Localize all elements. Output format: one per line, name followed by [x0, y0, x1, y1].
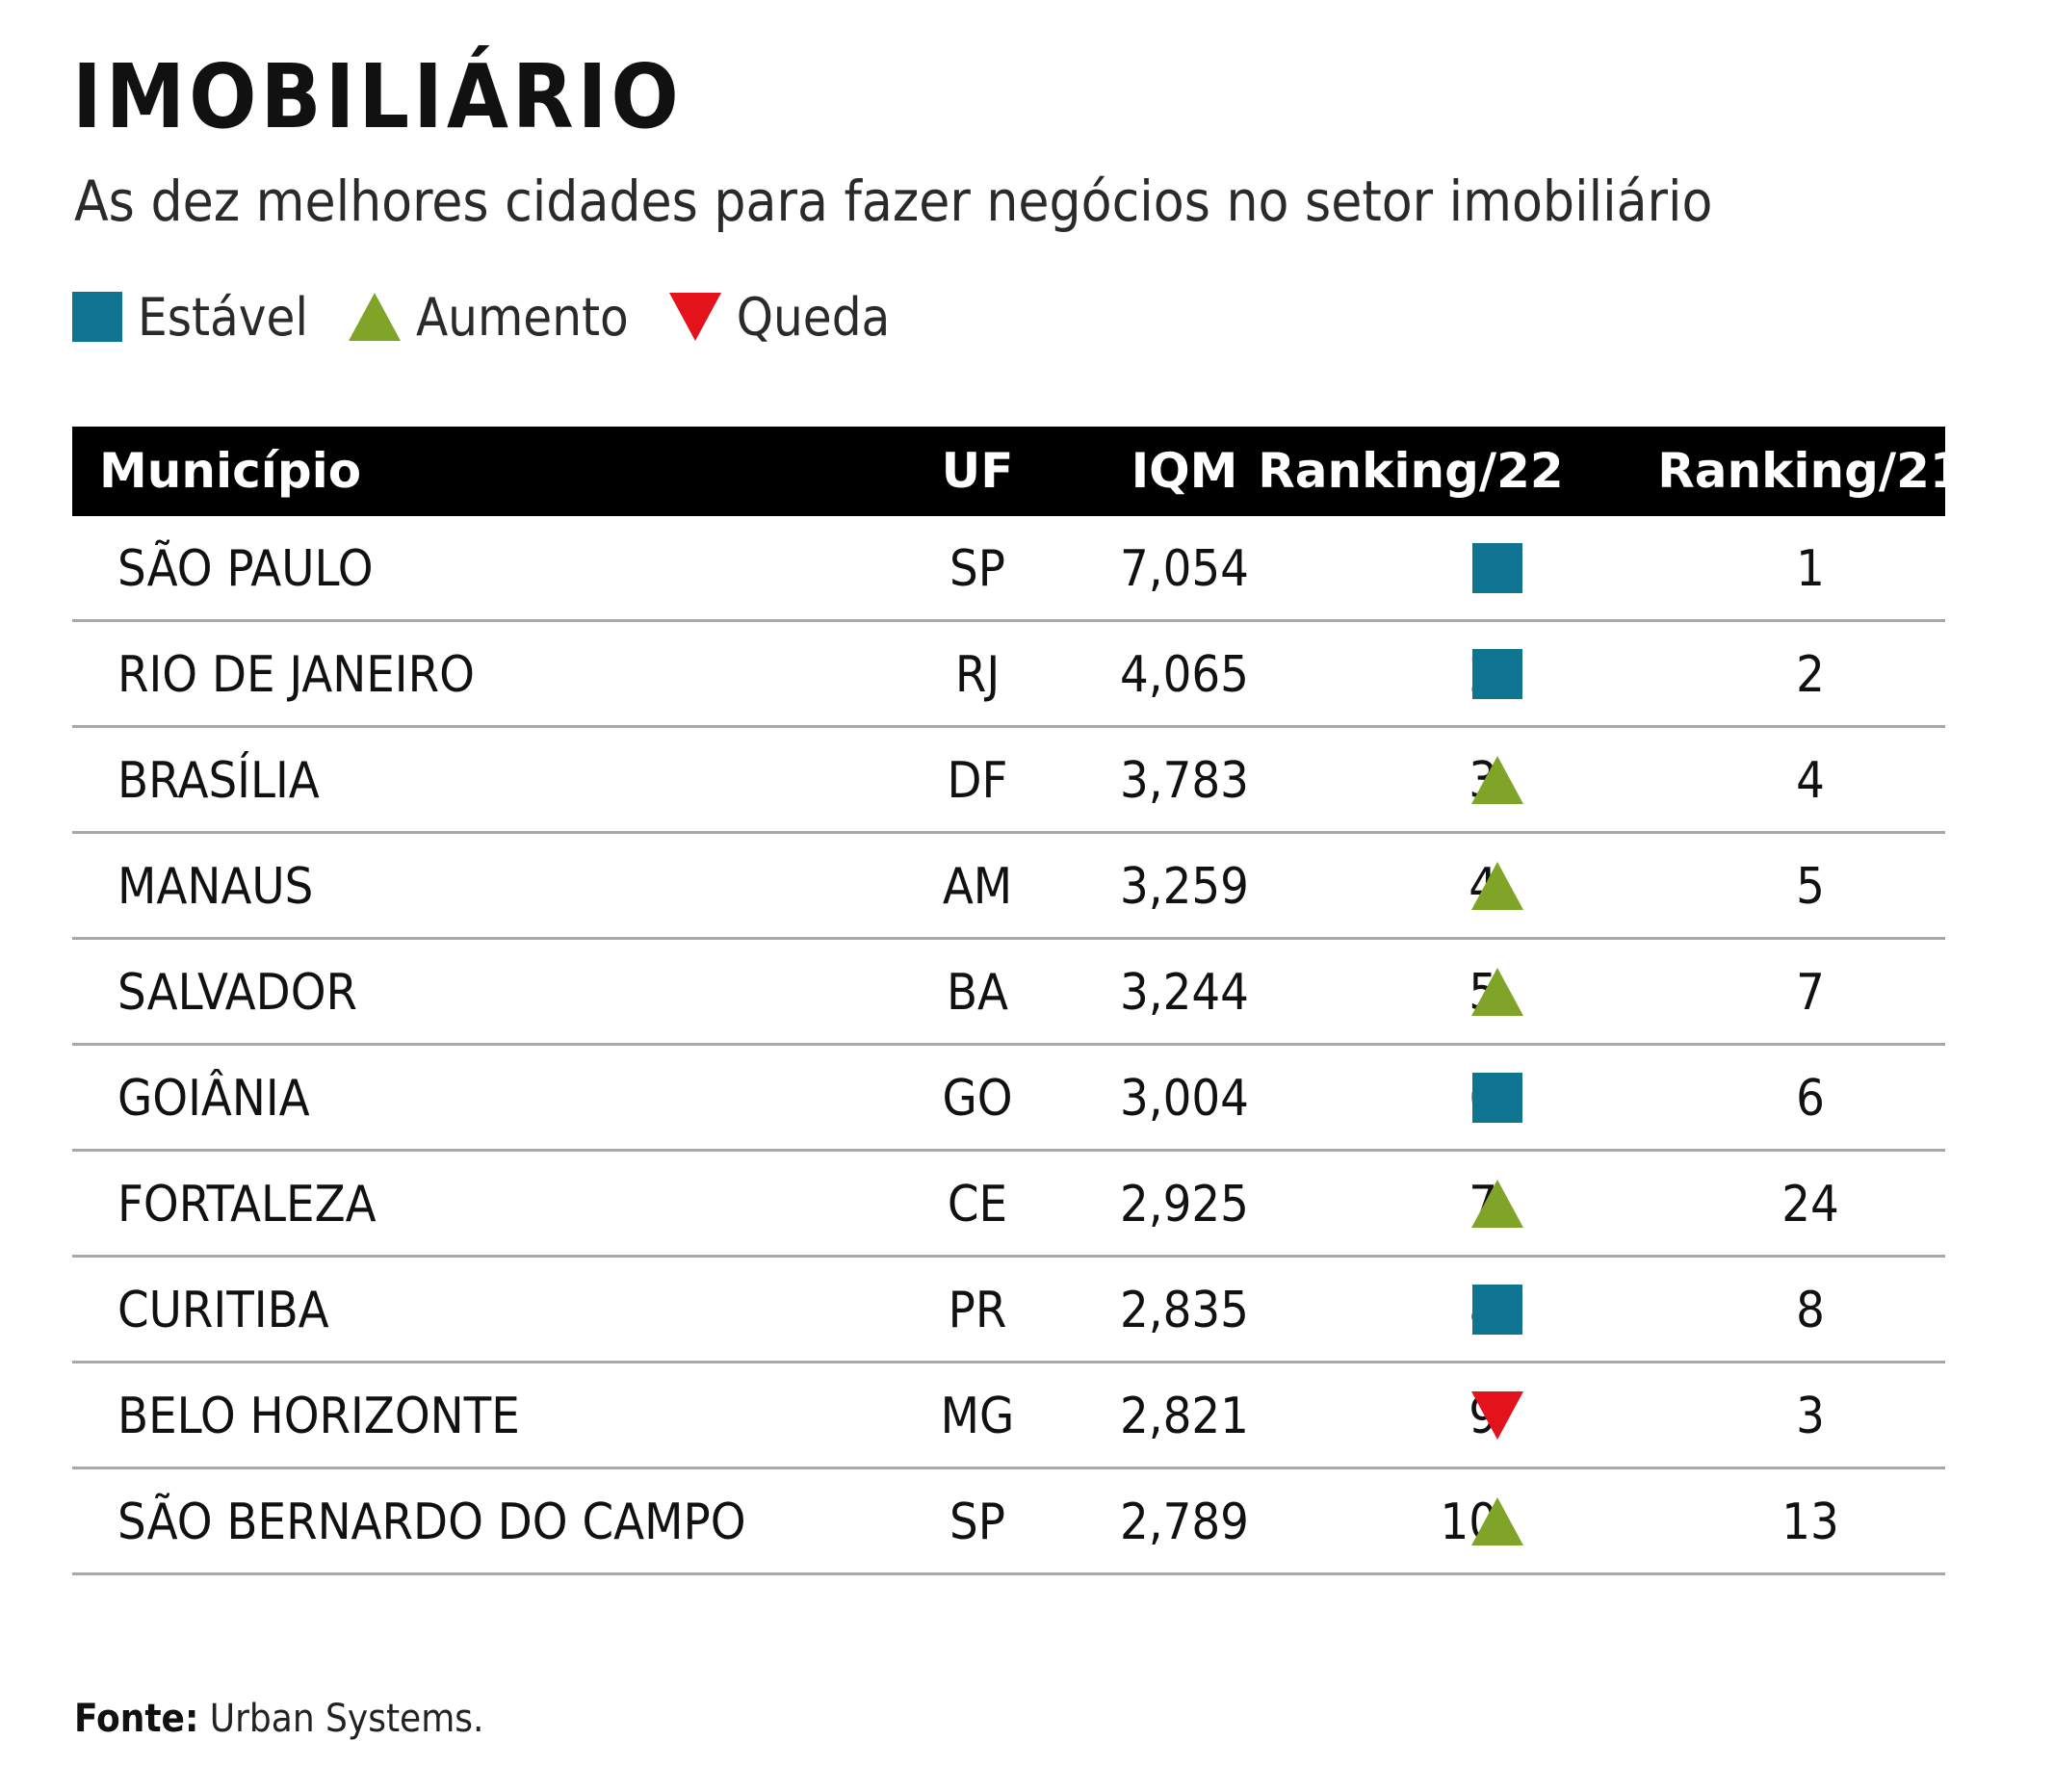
municipio-cell: SÃO BERNARDO DO CAMPO — [117, 1493, 746, 1551]
municipio-cell: FORTALEZA — [117, 1176, 377, 1234]
iqm-cell: 3,004 — [1120, 1070, 1249, 1128]
status-cell — [1459, 940, 1536, 1043]
header-ranking-22: Ranking/22 — [1258, 443, 1564, 499]
status-cell — [1459, 1258, 1536, 1361]
header-uf: UF — [941, 443, 1014, 499]
uf-cell: SP — [949, 540, 1005, 598]
municipio-cell: SALVADOR — [117, 964, 358, 1022]
table-row: SÃO BERNARDO DO CAMPO SP 2,789 10 13 — [72, 1469, 1945, 1575]
legend-label: Queda — [736, 286, 891, 348]
uf-cell: RJ — [954, 646, 1001, 704]
stable-square-icon — [1472, 1284, 1522, 1335]
source-note: Fonte: Urban Systems. — [74, 1697, 483, 1741]
municipio-cell: BRASÍLIA — [117, 752, 320, 810]
status-cell — [1459, 1363, 1536, 1467]
ranking-21-cell: 6 — [1796, 1070, 1825, 1128]
uf-cell: PR — [948, 1282, 1007, 1339]
table-row: BELO HORIZONTE MG 2,821 9 3 — [72, 1363, 1945, 1469]
iqm-cell: 4,065 — [1120, 646, 1249, 704]
uf-cell: AM — [942, 858, 1013, 916]
status-cell — [1459, 622, 1536, 725]
uf-cell: BA — [946, 964, 1009, 1022]
increase-triangle-icon — [1471, 967, 1523, 1016]
iqm-cell: 3,259 — [1120, 858, 1249, 916]
decrease-triangle-icon — [1471, 1390, 1523, 1440]
increase-triangle-icon — [1471, 755, 1523, 804]
municipio-cell: SÃO PAULO — [117, 540, 374, 598]
iqm-cell: 2,789 — [1120, 1493, 1249, 1551]
legend-item: Estável — [72, 287, 308, 348]
stable-square-icon — [1472, 648, 1522, 699]
iqm-cell: 3,783 — [1120, 752, 1249, 810]
iqm-cell: 2,835 — [1120, 1282, 1249, 1339]
legend-label: Estável — [138, 286, 308, 348]
stable-square-icon — [72, 292, 122, 342]
uf-cell: DF — [947, 752, 1008, 810]
uf-cell: GO — [942, 1070, 1013, 1128]
uf-cell: MG — [940, 1388, 1015, 1445]
chart-subtitle: As dez melhores cidades para fazer negóc… — [74, 169, 1713, 234]
ranking-21-cell: 2 — [1796, 646, 1825, 704]
increase-triangle-icon — [1471, 1179, 1523, 1228]
legend-item: Aumento — [348, 286, 629, 348]
legend: Estável Aumento Queda — [72, 286, 930, 348]
increase-triangle-icon — [1471, 861, 1523, 910]
table-row: SALVADOR BA 3,244 5 7 — [72, 940, 1945, 1046]
iqm-cell: 2,821 — [1120, 1388, 1249, 1445]
header-iqm: IQM — [1131, 443, 1238, 499]
ranking-21-cell: 7 — [1796, 964, 1825, 1022]
legend-item: Queda — [668, 286, 891, 348]
status-cell — [1459, 728, 1536, 831]
chart-title: IMOBILIÁRIO — [72, 45, 683, 148]
ranking-21-cell: 24 — [1781, 1176, 1839, 1234]
status-cell — [1459, 834, 1536, 937]
ranking-table: Município UF IQM Ranking/22 Ranking/21 S… — [72, 427, 1963, 1575]
municipio-cell: RIO DE JANEIRO — [117, 646, 475, 704]
header-ranking-21: Ranking/21 — [1657, 443, 1963, 499]
ranking-21-cell: 1 — [1796, 540, 1825, 598]
header-municipio: Município — [99, 443, 362, 499]
table-header: Município UF IQM Ranking/22 Ranking/21 — [72, 427, 1963, 516]
stable-square-icon — [1472, 1072, 1522, 1123]
uf-cell: CE — [947, 1176, 1008, 1234]
iqm-cell: 3,244 — [1120, 964, 1249, 1022]
municipio-cell: BELO HORIZONTE — [117, 1388, 520, 1445]
municipio-cell: MANAUS — [117, 858, 314, 916]
increase-triangle-icon — [1471, 1496, 1523, 1545]
ranking-21-cell: 3 — [1796, 1388, 1825, 1445]
stable-square-icon — [1472, 542, 1522, 593]
legend-label: Aumento — [415, 286, 629, 348]
ranking-21-cell: 5 — [1796, 858, 1825, 916]
municipio-cell: GOIÂNIA — [117, 1070, 310, 1128]
iqm-cell: 2,925 — [1120, 1176, 1249, 1234]
ranking-21-cell: 4 — [1796, 752, 1825, 810]
decrease-triangle-icon — [668, 293, 721, 341]
increase-triangle-icon — [348, 293, 401, 341]
source-label: Fonte: — [74, 1697, 199, 1741]
uf-cell: SP — [949, 1493, 1005, 1551]
ranking-21-cell: 8 — [1796, 1282, 1825, 1339]
table-row: FORTALEZA CE 2,925 7 24 — [72, 1152, 1945, 1258]
status-cell — [1459, 516, 1536, 619]
status-cell — [1459, 1469, 1536, 1572]
ranking-21-cell: 13 — [1781, 1493, 1839, 1551]
municipio-cell: CURITIBA — [117, 1282, 329, 1339]
status-cell — [1459, 1046, 1536, 1149]
status-cell — [1459, 1152, 1536, 1255]
source-text: Urban Systems. — [209, 1697, 484, 1741]
table-row: BRASÍLIA DF 3,783 3 4 — [72, 728, 1945, 834]
table-row: MANAUS AM 3,259 4 5 — [72, 834, 1945, 940]
iqm-cell: 7,054 — [1120, 540, 1249, 598]
